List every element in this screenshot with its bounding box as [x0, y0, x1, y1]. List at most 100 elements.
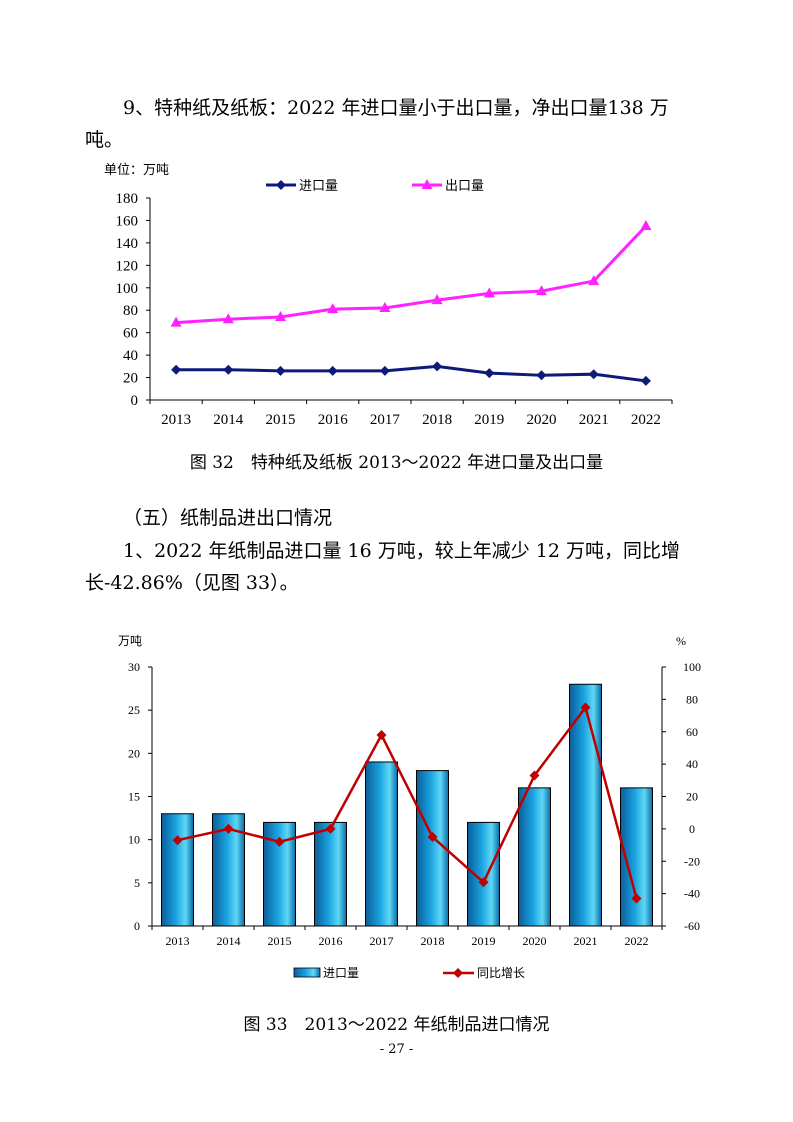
section5-paragraph: 1、2022 年纸制品进口量 16 万吨，较上年减少 12 万吨，同比增长-42…	[85, 540, 680, 594]
section9-heading: 9、特种纸及纸板：2022 年进口量小于出口量，净出口量138 万吨。	[85, 97, 669, 151]
chart32-caption: 图 32 特种纸及纸板 2013～2022 年进口量及出口量	[189, 453, 604, 473]
chart33-left-unit: 万吨	[118, 634, 142, 648]
chart32-import-point	[275, 365, 286, 376]
chart33-growth-point	[274, 836, 285, 847]
chart33-right-tick-label: 60	[686, 725, 698, 739]
chart-32: 单位：万吨 进口量 出口量 0 20 40 60 80 100 120 140 160 180 201…	[104, 162, 673, 428]
chart32-import-point	[484, 368, 495, 379]
chart32-x-tick-label: 2014	[213, 412, 244, 428]
chart33-legend-label: 进口量	[323, 966, 359, 980]
chart32-x-tick-label: 2020	[527, 412, 557, 428]
chart33-growth-point	[427, 831, 438, 842]
chart32-y-tick-label: 60	[123, 326, 138, 342]
chart33-left-tick-label: 5	[134, 876, 140, 890]
chart32-y-tick-label: 180	[116, 191, 139, 207]
chart-33: 万吨 % 0 5 10 15 20 25 30 -60 -40 -20 0 20 40 60 80 100 20…	[118, 634, 701, 980]
chart33-x-tick-label: 2022	[625, 934, 649, 948]
chart33-growth-point	[376, 729, 387, 740]
chart33-right-tick-label: 40	[686, 757, 698, 771]
chart32-y-tick-label: 100	[116, 281, 139, 297]
chart32-export-point	[379, 301, 391, 312]
chart33-import-bar	[569, 683, 602, 927]
chart33-caption: 图 33 2013～2022 年纸制品进口情况	[243, 1015, 550, 1035]
chart33-import-bar	[518, 787, 551, 927]
chart32-unit-label: 单位：万吨	[104, 162, 169, 177]
chart33-growth-point	[223, 823, 234, 834]
chart33-left-tick-label: 25	[128, 703, 140, 717]
chart33-import-bar	[314, 821, 347, 927]
chart32-series-line-import	[176, 364, 647, 383]
chart33-x-tick-label: 2013	[166, 934, 190, 948]
chart32-import-point	[223, 364, 234, 375]
chart32-import-point	[640, 375, 651, 386]
chart33-x-tick-label: 2017	[370, 934, 394, 948]
chart32-x-tick-label: 2021	[579, 412, 609, 428]
chart32-y-tick-label: 0	[131, 393, 139, 409]
chart32-legend-marker	[276, 180, 286, 190]
chart32-import-point	[588, 369, 599, 380]
chart33-left-tick-label: 0	[134, 919, 140, 933]
chart32-y-tick-label: 40	[123, 348, 138, 364]
chart33-x-tick-label: 2021	[574, 934, 598, 948]
chart33-left-tick-label: 10	[128, 833, 140, 847]
chart33-right-tick-label: 80	[686, 692, 698, 706]
chart33-left-tick-label: 30	[128, 660, 140, 674]
chart32-y-tick-label: 120	[116, 258, 139, 274]
chart32-x-tick-label: 2018	[422, 412, 452, 428]
chart33-right-tick-label: 100	[683, 660, 701, 674]
chart32-y-tick-label: 160	[116, 213, 139, 229]
chart33-right-tick-label: -60	[684, 919, 700, 933]
chart33-x-tick-label: 2016	[319, 934, 343, 948]
chart33-growth-point	[631, 893, 642, 904]
chart32-series-line-export	[176, 225, 647, 325]
chart32-export-point	[536, 285, 547, 296]
chart32-export-point	[327, 303, 339, 314]
page-number: - 27 -	[379, 1042, 414, 1057]
chart33-legend-bar-swatch	[293, 967, 321, 978]
chart33-growth-point	[172, 835, 183, 846]
chart32-export-point	[222, 313, 234, 324]
chart32-export-point	[170, 316, 182, 327]
chart33-import-bar	[161, 813, 194, 927]
chart32-import-point	[327, 365, 338, 376]
chart32-x-tick-label: 2013	[161, 412, 191, 428]
chart32-export-point	[483, 287, 495, 298]
chart33-import-bar	[365, 761, 398, 927]
chart32-export-point	[588, 275, 600, 286]
chart33-x-tick-label: 2019	[472, 934, 496, 948]
chart32-legend-label: 进口量	[299, 178, 338, 193]
chart32-x-tick-label: 2015	[266, 412, 296, 428]
chart32-import-point	[171, 364, 182, 375]
chart33-import-bar	[467, 821, 500, 927]
chart33-right-tick-label: -20	[684, 854, 700, 868]
chart33-growth-point	[478, 877, 489, 888]
chart33-legend-label: 同比增长	[477, 966, 525, 980]
chart33-x-tick-label: 2018	[421, 934, 445, 948]
chart32-import-point	[432, 361, 443, 372]
chart33-right-tick-label: -40	[684, 887, 700, 901]
chart32-x-tick-label: 2019	[474, 412, 504, 428]
chart32-export-point	[640, 220, 652, 231]
chart33-right-tick-label: 0	[689, 822, 695, 836]
chart33-right-tick-label: 20	[686, 790, 698, 804]
chart32-import-point	[379, 365, 390, 376]
chart33-legend-marker	[453, 968, 463, 978]
chart33-right-unit: %	[676, 634, 686, 648]
chart32-x-tick-label: 2016	[318, 412, 349, 428]
chart32-x-tick-label: 2017	[370, 412, 401, 428]
chart32-legend-label: 出口量	[445, 178, 484, 193]
chart33-x-tick-label: 2015	[268, 934, 292, 948]
chart33-import-bar	[416, 770, 449, 927]
chart33-growth-point	[325, 823, 336, 834]
chart32-y-tick-label: 20	[123, 371, 138, 387]
chart33-left-tick-label: 20	[128, 746, 140, 760]
section5-heading: （五）纸制品进出口情况	[123, 507, 333, 529]
chart33-x-tick-label: 2020	[523, 934, 547, 948]
chart32-x-tick-label: 2022	[631, 412, 661, 428]
chart32-import-point	[536, 370, 547, 381]
chart32-legend-marker	[421, 179, 433, 189]
chart33-x-tick-label: 2014	[217, 934, 241, 948]
chart33-growth-point	[529, 770, 540, 781]
chart32-y-tick-label: 140	[116, 236, 139, 252]
chart33-left-tick-label: 15	[128, 790, 140, 804]
